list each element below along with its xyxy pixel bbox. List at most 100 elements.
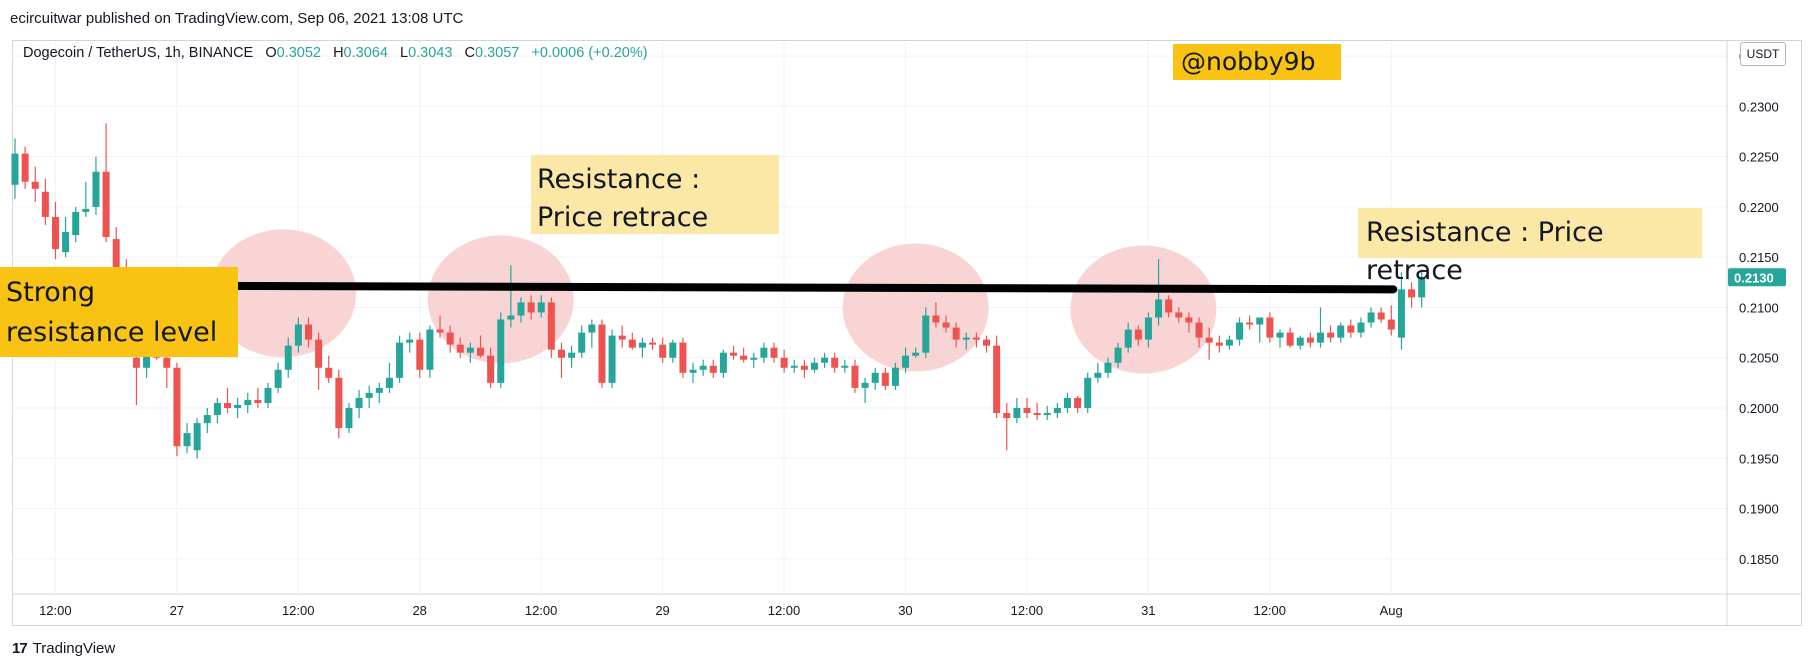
x-tick-label: Aug (1380, 603, 1403, 618)
x-tick-label: 27 (170, 603, 184, 618)
tradingview-logo-icon[interactable]: 17 (12, 640, 28, 657)
legend-low: 0.3043 (408, 45, 453, 61)
candle-body (193, 423, 201, 451)
candle-body (102, 171, 110, 238)
candle-body (1053, 407, 1061, 414)
candle-body (932, 315, 940, 323)
candle-body (92, 171, 100, 207)
candle-body (183, 433, 191, 447)
candle-body (1215, 342, 1223, 346)
highlight-circle (210, 229, 357, 358)
candle-body (436, 329, 444, 333)
resistance-line (6, 281, 1398, 294)
candle-body (1236, 322, 1244, 340)
candle-body (1185, 317, 1193, 323)
currency-button[interactable]: USDT (1740, 42, 1786, 66)
candle-body (1205, 337, 1213, 343)
candle-body (800, 365, 808, 370)
candle-body (1418, 277, 1426, 298)
candle-body (568, 352, 576, 358)
legend-symbol: Dogecoin / TetherUS, 1h, BINANCE (23, 45, 254, 61)
candle-body (1165, 299, 1173, 313)
y-tick-label: 0.2300 (1739, 99, 1779, 114)
candle-body (1114, 347, 1122, 363)
x-tick-label: 29 (655, 603, 669, 618)
candle-body (730, 352, 738, 356)
highlight-circle (427, 235, 574, 364)
resistance-label-2: Resistance : Price retrace (1358, 208, 1702, 286)
resistance-line-group (6, 281, 1398, 294)
candle-body (21, 153, 29, 182)
candle-body (1033, 413, 1041, 416)
candle-body (861, 382, 869, 388)
candle-body (1175, 312, 1183, 318)
candle-body (304, 324, 312, 340)
candle-body (1306, 337, 1314, 343)
candle-body (1397, 289, 1405, 338)
candle-body (669, 342, 677, 358)
legend-close-label: C (464, 45, 476, 61)
x-tick-label: 31 (1141, 603, 1155, 618)
highlight-circle (1070, 245, 1217, 374)
legend-high-label: H (333, 45, 344, 61)
candle-body (871, 372, 879, 383)
candle-body (477, 347, 485, 356)
x-tick-label: 28 (412, 603, 426, 618)
candle-body (1023, 407, 1031, 414)
y-tick-label: 0.1900 (1739, 502, 1779, 517)
candle-body (689, 369, 697, 373)
candle-body (1013, 407, 1021, 419)
candle-body (294, 324, 302, 346)
candle-body (831, 357, 839, 368)
y-tick-label: 0.2050 (1739, 351, 1779, 366)
candle-body (922, 315, 930, 353)
candle-body (213, 402, 221, 416)
candle-body (355, 397, 363, 408)
candle-body (527, 302, 535, 313)
candle-body (649, 342, 657, 345)
candle-body (1104, 362, 1112, 373)
candle-body (1367, 312, 1375, 323)
published-caption: ecircuitwar published on TradingView.com… (10, 10, 464, 27)
candle-body (173, 367, 181, 447)
highlight-circle (842, 243, 989, 372)
candle-body (537, 302, 545, 313)
candle-body (598, 324, 606, 383)
candle-body (557, 349, 565, 358)
candle-body (11, 153, 19, 185)
candle-body (740, 355, 748, 360)
candles (11, 123, 1426, 459)
candle-body (1124, 329, 1132, 348)
candle-body (274, 369, 282, 388)
candle-body (719, 352, 727, 373)
candle-body (163, 357, 171, 368)
candle-body (426, 329, 434, 370)
candle-body (709, 365, 717, 373)
candle-body (1246, 322, 1254, 325)
candle-body (1155, 299, 1163, 318)
tradingview-brand[interactable]: TradingView (32, 640, 116, 657)
candle-body (1144, 317, 1152, 340)
candle-body (1084, 377, 1092, 408)
candle-body (750, 357, 758, 360)
candle-body (31, 181, 39, 189)
grid-lines (12, 41, 1802, 626)
time-axis: 12:00 27 12:00 28 12:00 29 12:00 30 12:00 31 12:00… (39, 603, 1403, 618)
candle-body (446, 332, 454, 345)
symbol-legend: Dogecoin / TetherUS, 1h, BINANCE O0.3052… (23, 45, 648, 61)
candle-body (1296, 337, 1304, 346)
candle-body (335, 377, 343, 429)
candle-body (1266, 317, 1274, 338)
candle-body (1134, 329, 1142, 340)
candle-body (1316, 332, 1324, 343)
candle-body (851, 365, 859, 388)
x-tick-label: 12:00 (282, 603, 315, 618)
candle-body (406, 339, 414, 343)
candle-body (315, 339, 323, 368)
candle-body (132, 357, 140, 368)
candle-body (810, 362, 818, 370)
x-tick-label: 12:00 (39, 603, 72, 618)
candle-body (1387, 319, 1395, 330)
y-tick-label: 0.2000 (1739, 401, 1779, 416)
